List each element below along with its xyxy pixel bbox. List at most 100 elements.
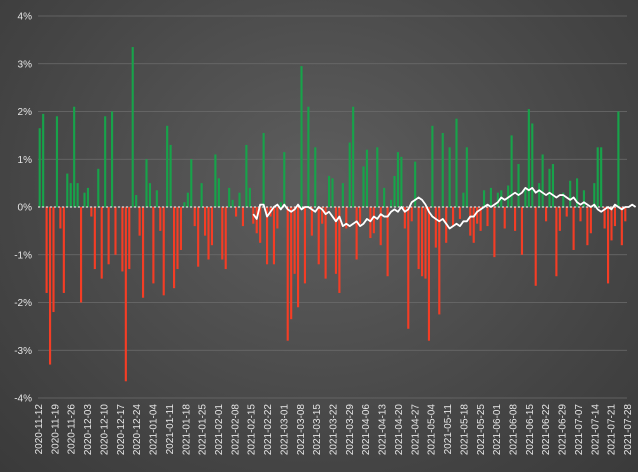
bar-negative (79, 207, 83, 303)
x-tick-label: 2021-03-01 (279, 404, 290, 456)
bar-positive (527, 109, 530, 207)
x-tick-label: 2021-03-08 (296, 404, 307, 456)
y-tick-label: 2% (18, 107, 33, 118)
bar-negative (358, 207, 362, 224)
bar-negative (90, 207, 93, 217)
x-tick-label: 2021-02-08 (230, 404, 241, 456)
bar-negative (45, 207, 48, 293)
bar-positive (396, 152, 400, 207)
bar-positive (569, 180, 572, 207)
bar-negative (193, 207, 196, 227)
x-tick-label: 2021-06-01 (492, 404, 503, 456)
bar-positive (600, 147, 603, 207)
bar-positive (365, 149, 369, 207)
bar-negative (427, 207, 431, 341)
bar-positive (245, 144, 248, 207)
bar-positive (66, 173, 69, 207)
x-tick-label: 2021-02-15 (247, 404, 258, 456)
bar-positive (104, 116, 107, 207)
bar-positive (200, 183, 203, 208)
bar-negative (121, 207, 124, 272)
bar-negative (379, 207, 382, 246)
bar-negative (159, 207, 162, 231)
y-axis-ticks: 4% 3% 2% 1% 0% -1% -2% -3% -4% (14, 12, 32, 405)
bar-negative (613, 207, 617, 227)
bar-positive (314, 147, 317, 207)
bar-positive (531, 123, 534, 207)
bar-positive (148, 183, 152, 208)
bar-positive (524, 187, 527, 207)
bar-positive (262, 132, 265, 207)
x-tick-label: 2021-05-04 (427, 404, 438, 456)
x-tick-label: 2021-03-15 (312, 404, 323, 456)
bar-positive (307, 106, 310, 207)
x-tick-label: 2021-04-06 (361, 404, 372, 456)
bar-negative (610, 207, 613, 241)
bar-negative (179, 207, 183, 250)
bar-negative (241, 207, 245, 227)
bar-positive (551, 164, 555, 207)
x-tick-label: 2021-04-27 (410, 404, 421, 456)
bar-positive (155, 190, 158, 207)
bar-positive (279, 202, 282, 207)
bar-positive (228, 187, 231, 207)
bar-negative (345, 207, 348, 229)
x-tick-label: 2021-03-22 (329, 404, 340, 456)
x-tick-label: 2021-06-08 (508, 404, 519, 456)
x-tick-label: 2021-07-14 (590, 404, 601, 456)
bar-positive (507, 185, 510, 207)
bar-negative (503, 207, 506, 229)
x-tick-label: 2021-05-18 (459, 404, 470, 456)
bar-negative (438, 207, 441, 315)
bar-negative (152, 207, 155, 284)
bar-negative (203, 207, 207, 236)
bar-negative (293, 207, 296, 274)
bar-negative (572, 207, 575, 250)
y-tick-label: 0% (18, 203, 33, 214)
bar-positive (414, 161, 417, 207)
bar-negative (493, 207, 496, 258)
bar-positive (582, 190, 586, 207)
bar-positive (496, 192, 499, 207)
x-tick-label: 2021-04-20 (394, 404, 405, 456)
x-tick-label: 2021-06-15 (525, 404, 536, 456)
bar-negative (603, 207, 606, 229)
bar-positive (562, 192, 565, 207)
bar-negative (534, 207, 537, 286)
bar-positive (283, 152, 286, 207)
x-tick-label: 2021-04-13 (378, 404, 389, 456)
bar-negative (479, 207, 482, 231)
bar-positive (431, 125, 434, 207)
bar-negative (417, 207, 420, 270)
x-tick-label: 2020-11-26 (67, 404, 78, 455)
x-tick-label: 2021-05-25 (476, 404, 487, 456)
bar-positive (348, 142, 351, 207)
bar-positive (617, 111, 620, 207)
x-tick-label: 2020-12-03 (83, 404, 94, 456)
bar-negative (172, 207, 176, 289)
bar-negative (221, 207, 224, 260)
bar-positive (38, 128, 41, 207)
x-tick-label: 2020-12-10 (99, 404, 110, 456)
bar-positive (593, 183, 596, 208)
bar-positive (110, 111, 114, 207)
bar-positive (86, 187, 90, 207)
x-tick-label: 2021-07-07 (574, 404, 585, 456)
bar-negative (303, 207, 307, 284)
bar-negative (141, 207, 145, 298)
bar-negative (317, 207, 320, 265)
bar-positive (169, 144, 172, 207)
bar-negative (472, 207, 475, 243)
bars (38, 47, 627, 382)
bar-positive (214, 154, 217, 207)
bar-negative (107, 207, 110, 265)
bar-negative (544, 207, 548, 222)
bar-positive (248, 187, 251, 207)
bar-negative (207, 207, 210, 260)
bar-negative (372, 207, 375, 234)
bar-negative (606, 207, 610, 284)
bar-positive (73, 106, 76, 207)
bar-positive (97, 168, 100, 207)
